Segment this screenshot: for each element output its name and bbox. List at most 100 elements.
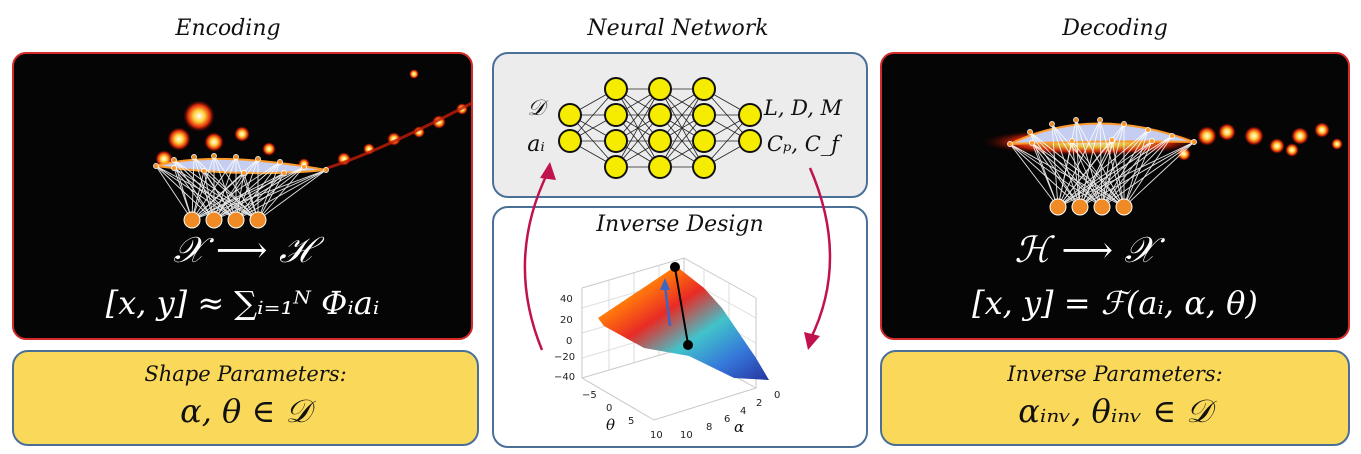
fan-connection [1123,135,1173,208]
fan-connection [1079,135,1173,208]
surface-point [277,159,283,165]
surface-point [1097,117,1103,123]
gradient-arrow-head [660,278,670,290]
alpha-tick-4: 4 [740,406,746,417]
surface-point [233,154,239,160]
decoding-flow-field [982,117,1343,216]
fan-connection [203,170,259,221]
surface-point [323,167,329,173]
fan-connection [257,169,327,221]
decoding-equation: [x, y] = ℱ(aᵢ, α, θ) [972,284,1258,322]
decoding-title: Decoding [1062,16,1168,41]
fan-connection [1075,119,1103,208]
network-connection [659,88,705,168]
fan-connection [213,156,237,221]
fan-connection [1101,135,1173,208]
z-tick-40: 40 [560,294,573,305]
neuron-node [648,155,672,179]
fan-connection [1057,129,1149,208]
surface-point [1073,117,1079,123]
fan-connection [155,165,259,221]
z-tick-20: 20 [560,315,573,326]
neuron-node [692,155,716,179]
fan-connection [213,169,327,221]
fan-connection [1031,142,1103,208]
encoding-title: Encoding [175,16,281,41]
neuron-node [604,155,628,179]
neuron-node [604,77,628,101]
fan-connection [235,166,305,221]
surface-point [1149,138,1155,144]
network-connection [615,88,661,168]
surface-point [1029,140,1035,146]
surface-point [171,157,177,163]
neural-network-panel: 𝒟 aᵢ L, D, M Cₚ, C_f [492,52,868,198]
z-tick-neg40: −40 [554,372,575,383]
surface-point [255,156,261,162]
start-point [683,340,693,350]
neuron-node [604,129,628,153]
fan-connection [155,165,193,221]
fan-connection [235,161,281,221]
gradient-arrow [663,285,672,327]
fan-connection [173,167,215,221]
theta-tick-5: 5 [628,416,634,427]
fan-connection [191,172,285,221]
fan-connection [1079,129,1149,208]
fan-connection [1123,140,1153,208]
fan-connection [235,158,259,221]
fan-connection [1123,129,1149,208]
encoding-flow-field [153,69,471,229]
fan-connection [235,169,327,221]
decoding-panel: ℋ ⟶ 𝒳 [x, y] = ℱ(aᵢ, α, θ) [880,52,1350,340]
fan-connection [1057,140,1153,208]
neuron-node [692,103,716,127]
fan-connection [1031,142,1081,208]
surface-point [211,153,217,159]
fan-connection [173,167,259,221]
surface-point [281,170,287,176]
surface-point [301,164,307,170]
fan-connection [193,156,215,221]
fan-connection [1101,139,1113,208]
fan-connection [191,166,305,221]
optimum-point [670,262,680,272]
fan-connection [1009,143,1059,208]
fan-connection [1071,140,1125,208]
fan-connection [1079,140,1153,208]
fan-connection [1123,141,1195,208]
fan-connection [1051,123,1103,208]
network-output-forces: L, D, M [763,96,843,120]
surface-point [171,165,177,171]
neuron-node [648,77,672,101]
surface-plot: 40 20 0 −20 −40 −5 0 5 10 10 8 6 4 2 0 θ… [554,257,780,441]
shape-parameters-label: Shape Parameters: [144,362,347,386]
surface-point [201,168,207,174]
neuron-node [604,103,628,127]
surface-point [1027,129,1033,135]
fan-connection [1057,135,1173,208]
optimization-path [674,267,689,345]
neuron-node [692,77,716,101]
encoding-panel: 𝒳 ⟶ ℋ [x, y] ≈ ∑ᵢ₌₁ᴺ Φᵢaᵢ [12,52,473,340]
fan-connection [155,165,215,221]
neuron-node [738,103,762,127]
surface-point [1049,121,1055,127]
z-tick-0: 0 [566,336,572,347]
fan-connection [173,167,193,221]
fan-connection [213,166,305,221]
theta-tick-0: 0 [606,403,612,414]
neuron-node [738,129,762,153]
fan-connection [1057,141,1195,208]
fan-connection [1071,140,1103,208]
fan-connection [1057,119,1101,208]
surface-point [1007,141,1013,147]
fan-connection [1051,123,1081,208]
fan-connection [1099,119,1125,208]
alpha-axis-label: α [734,418,744,436]
fan-connection [257,166,305,221]
fan-connection [191,156,195,221]
latent-nodes [183,211,267,229]
theta-axis-label: θ [606,416,615,434]
fan-connection [1101,141,1195,208]
